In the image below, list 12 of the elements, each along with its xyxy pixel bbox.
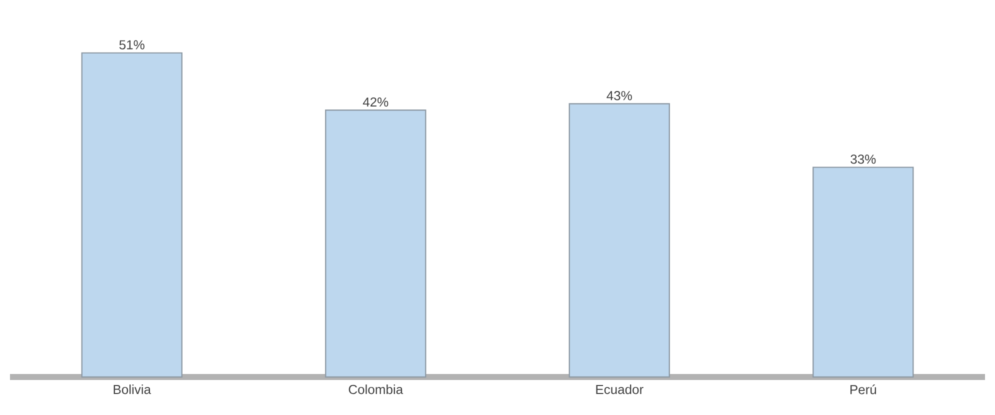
data-label: 43% — [606, 91, 632, 100]
data-label: 42% — [362, 97, 388, 107]
bar — [81, 52, 182, 378]
bar — [568, 103, 670, 378]
bar — [325, 110, 426, 378]
data-label: 33% — [850, 154, 876, 164]
x-tick-label: Ecuador — [596, 384, 644, 394]
x-tick-label: Colombia — [348, 384, 404, 394]
x-tick-label: Bolivia — [114, 384, 152, 394]
bar — [812, 166, 914, 378]
x-tick-label: Perú — [850, 384, 876, 394]
data-label: 51% — [119, 40, 144, 50]
